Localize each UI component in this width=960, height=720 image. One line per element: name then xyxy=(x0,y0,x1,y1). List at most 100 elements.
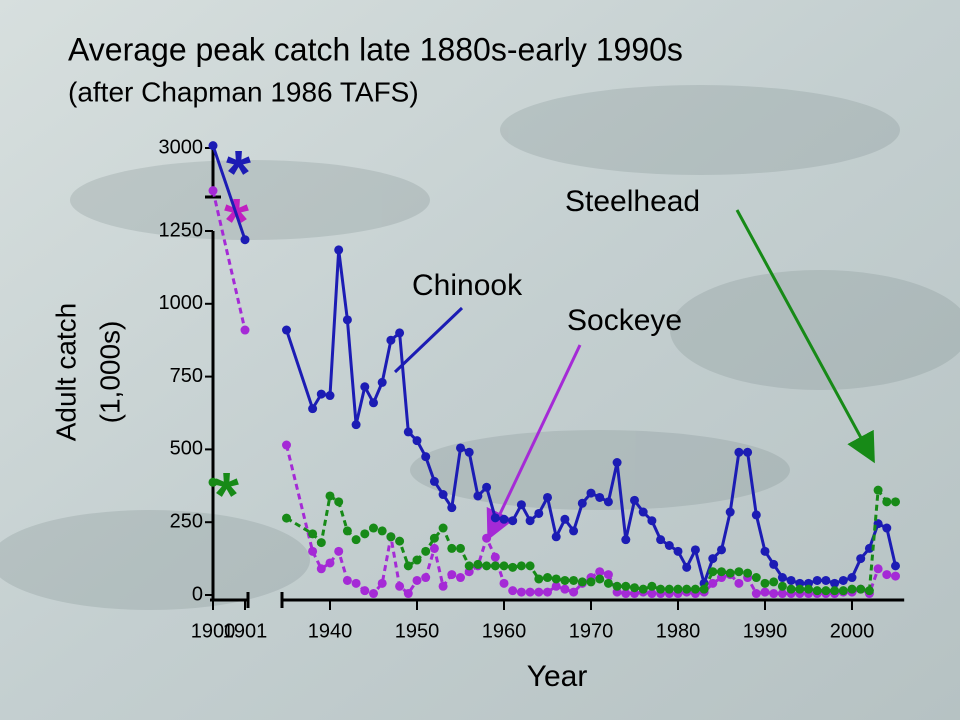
background-fish xyxy=(0,85,960,610)
data-point xyxy=(308,404,318,414)
asterisk: * xyxy=(224,185,249,257)
data-point xyxy=(551,532,561,542)
data-point xyxy=(334,245,344,255)
x-tick-label: 2000 xyxy=(830,620,875,642)
data-point xyxy=(647,589,657,599)
data-point xyxy=(499,578,509,588)
data-point xyxy=(725,568,735,578)
data-point xyxy=(882,497,892,507)
data-point xyxy=(334,546,344,556)
data-point xyxy=(569,587,579,597)
annotation-line xyxy=(393,306,464,374)
data-point xyxy=(743,568,753,578)
data-point xyxy=(369,398,378,408)
data-point xyxy=(208,186,218,196)
data-point xyxy=(777,573,787,583)
data-point xyxy=(351,578,361,588)
data-point xyxy=(438,581,448,591)
data-point xyxy=(690,545,700,555)
y-tick-label: 3000 xyxy=(159,136,204,158)
x-tick-label: 1960 xyxy=(482,620,527,642)
data-point xyxy=(395,581,405,591)
data-point xyxy=(482,533,492,543)
data-point xyxy=(838,575,848,585)
data-point xyxy=(630,495,639,505)
x-tick-label: 1990 xyxy=(743,620,788,642)
data-point xyxy=(412,575,422,585)
data-point xyxy=(429,533,439,543)
data-point xyxy=(612,458,622,468)
data-point xyxy=(682,584,692,594)
data-point xyxy=(456,543,465,553)
data-point xyxy=(830,578,840,588)
data-point xyxy=(240,325,250,335)
data-point xyxy=(751,510,761,520)
data-point xyxy=(412,555,422,565)
data-point xyxy=(508,586,518,596)
data-point xyxy=(777,589,787,599)
data-point xyxy=(447,570,457,580)
data-point xyxy=(325,391,335,401)
data-point xyxy=(577,498,587,508)
data-point xyxy=(873,564,883,574)
data-point xyxy=(377,578,387,588)
data-point xyxy=(847,573,857,583)
data-point xyxy=(734,447,744,457)
data-point xyxy=(560,575,570,585)
data-point xyxy=(577,577,587,587)
data-point xyxy=(656,584,666,594)
data-point xyxy=(708,567,718,577)
data-point xyxy=(334,497,344,507)
data-point xyxy=(569,526,579,536)
data-point xyxy=(499,561,509,571)
data-point xyxy=(516,561,526,571)
data-point xyxy=(386,335,396,345)
data-point xyxy=(473,491,483,501)
data-point xyxy=(751,573,761,583)
data-point xyxy=(821,586,831,596)
data-point xyxy=(795,584,805,594)
data-point xyxy=(421,546,431,556)
x-tick-label: 1980 xyxy=(656,620,701,642)
data-point xyxy=(760,578,770,588)
data-point xyxy=(621,589,631,599)
data-point xyxy=(856,584,866,594)
data-point xyxy=(595,574,605,584)
data-point xyxy=(760,546,770,556)
data-point xyxy=(438,490,448,500)
x-tick-label: 1950 xyxy=(395,620,440,642)
data-point xyxy=(725,507,735,517)
data-point xyxy=(456,573,465,583)
data-point xyxy=(525,516,535,526)
data-point xyxy=(769,559,779,569)
data-point xyxy=(525,587,535,597)
data-point xyxy=(377,526,387,536)
data-point xyxy=(560,584,570,594)
data-point xyxy=(595,567,605,577)
data-point xyxy=(603,570,613,580)
data-point xyxy=(543,492,552,502)
data-point xyxy=(786,575,796,585)
data-point xyxy=(447,503,457,513)
data-point xyxy=(664,584,674,594)
data-point xyxy=(708,578,718,588)
data-point xyxy=(891,561,900,571)
annotation: Sockeye xyxy=(567,304,682,337)
data-point xyxy=(369,589,378,599)
chart-subtitle: (after Chapman 1986 TAFS) xyxy=(68,76,419,107)
data-point xyxy=(490,552,500,562)
data-point xyxy=(438,523,448,533)
data-point xyxy=(690,584,700,594)
y-tick-label: 250 xyxy=(170,510,203,532)
data-point xyxy=(682,562,692,572)
data-point xyxy=(240,235,250,245)
data-point xyxy=(208,141,218,151)
data-point xyxy=(673,584,683,594)
data-point xyxy=(603,578,613,588)
data-point xyxy=(621,535,631,545)
data-point xyxy=(316,538,326,548)
data-point xyxy=(369,523,378,533)
data-point xyxy=(395,536,405,546)
y-tick-label: 1250 xyxy=(159,219,204,241)
